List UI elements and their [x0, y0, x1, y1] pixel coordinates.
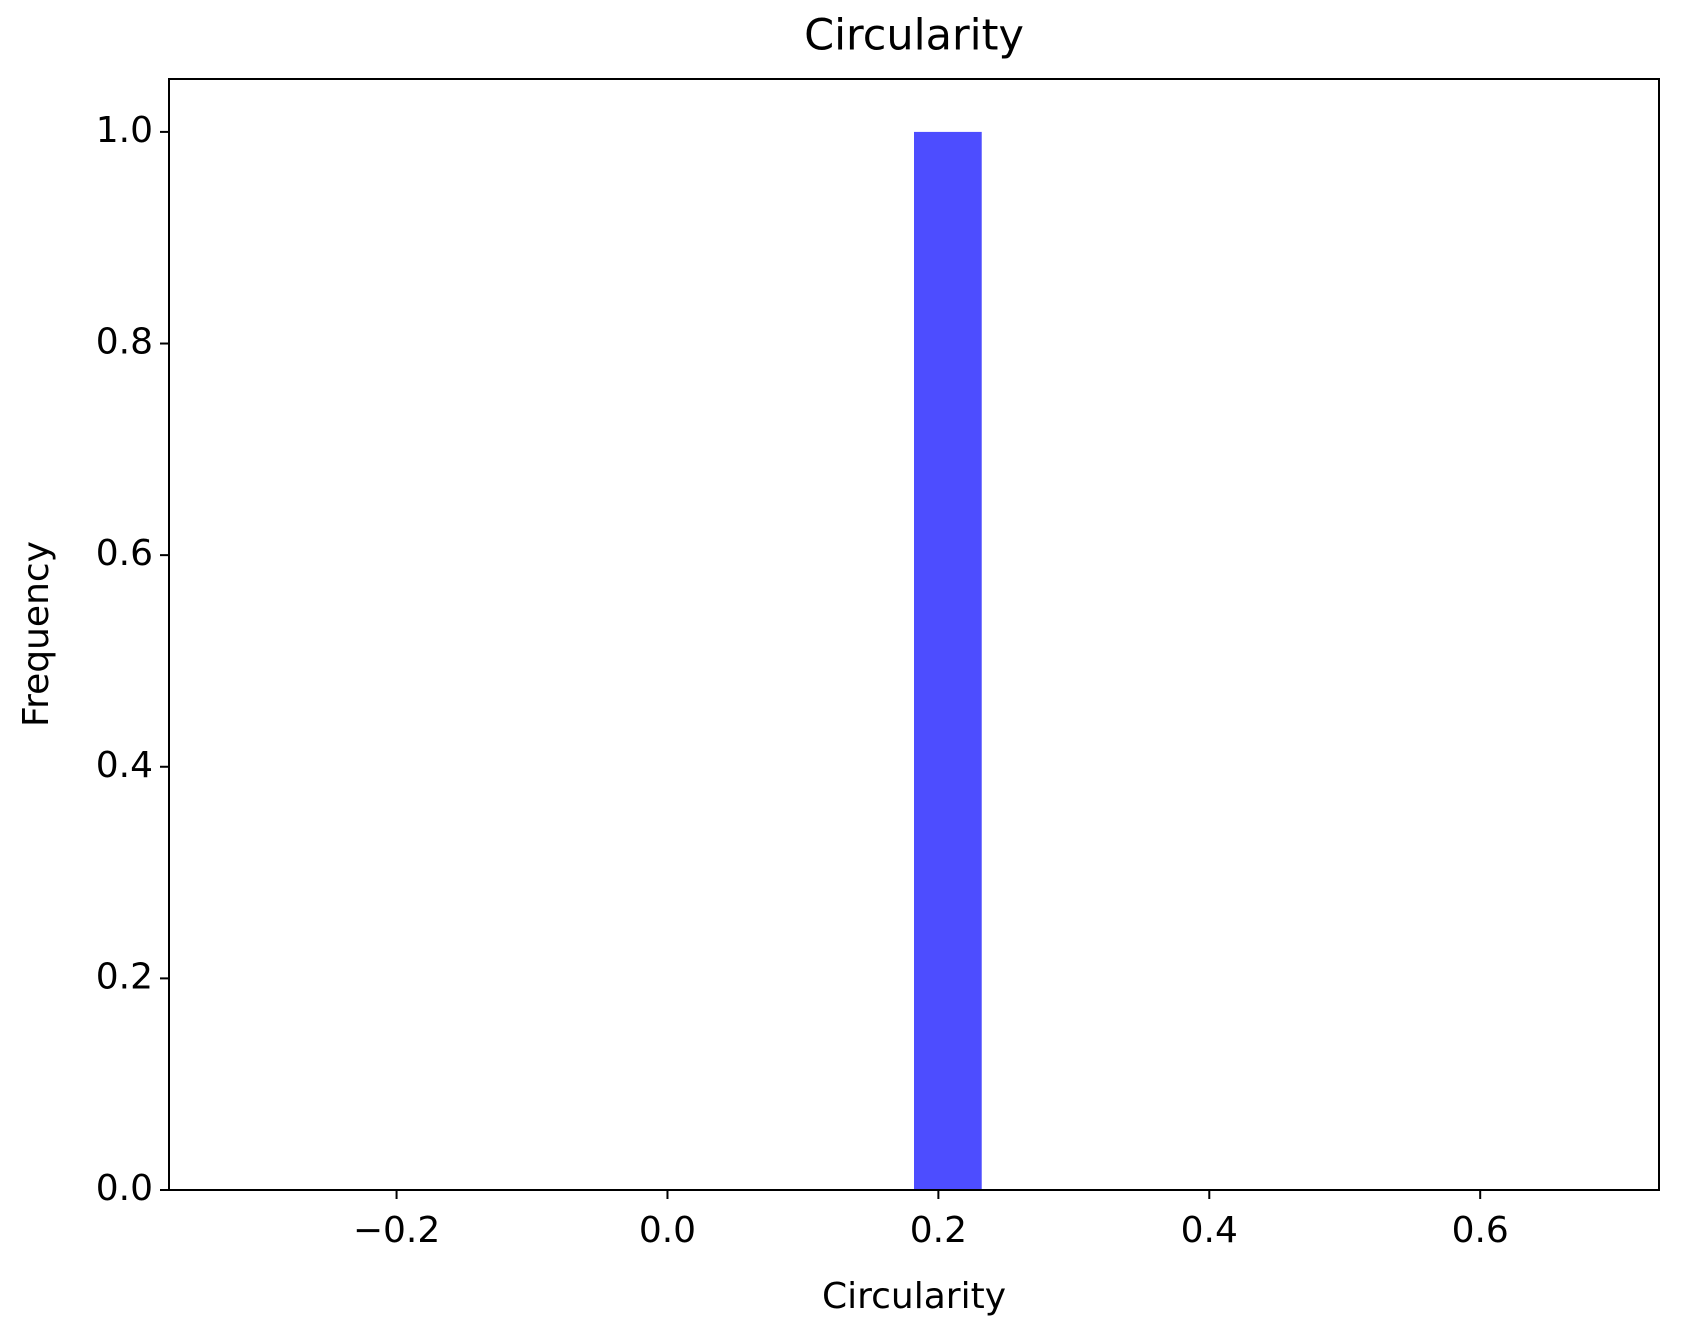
- x-tick-label: 0.2: [910, 1210, 967, 1251]
- x-axis-label: Circularity: [822, 1276, 1006, 1317]
- y-tick-label: 0.8: [96, 322, 153, 363]
- y-tick-label: 0.4: [96, 745, 153, 786]
- y-tick-label: 1.0: [96, 110, 153, 151]
- chart-title: Circularity: [804, 11, 1024, 61]
- x-tick-label: 0.0: [639, 1210, 696, 1251]
- y-tick-label: 0.6: [96, 533, 153, 574]
- y-axis-label: Frequency: [16, 541, 57, 727]
- x-tick-label: 0.6: [1452, 1210, 1509, 1251]
- y-tick-label: 0.2: [96, 956, 153, 997]
- y-tick-label: 0.0: [96, 1168, 153, 1209]
- bar: [914, 131, 982, 1190]
- x-tick-label: −0.2: [353, 1210, 440, 1251]
- x-tick-label: 0.4: [1181, 1210, 1238, 1251]
- plot-frame: [168, 78, 1660, 1191]
